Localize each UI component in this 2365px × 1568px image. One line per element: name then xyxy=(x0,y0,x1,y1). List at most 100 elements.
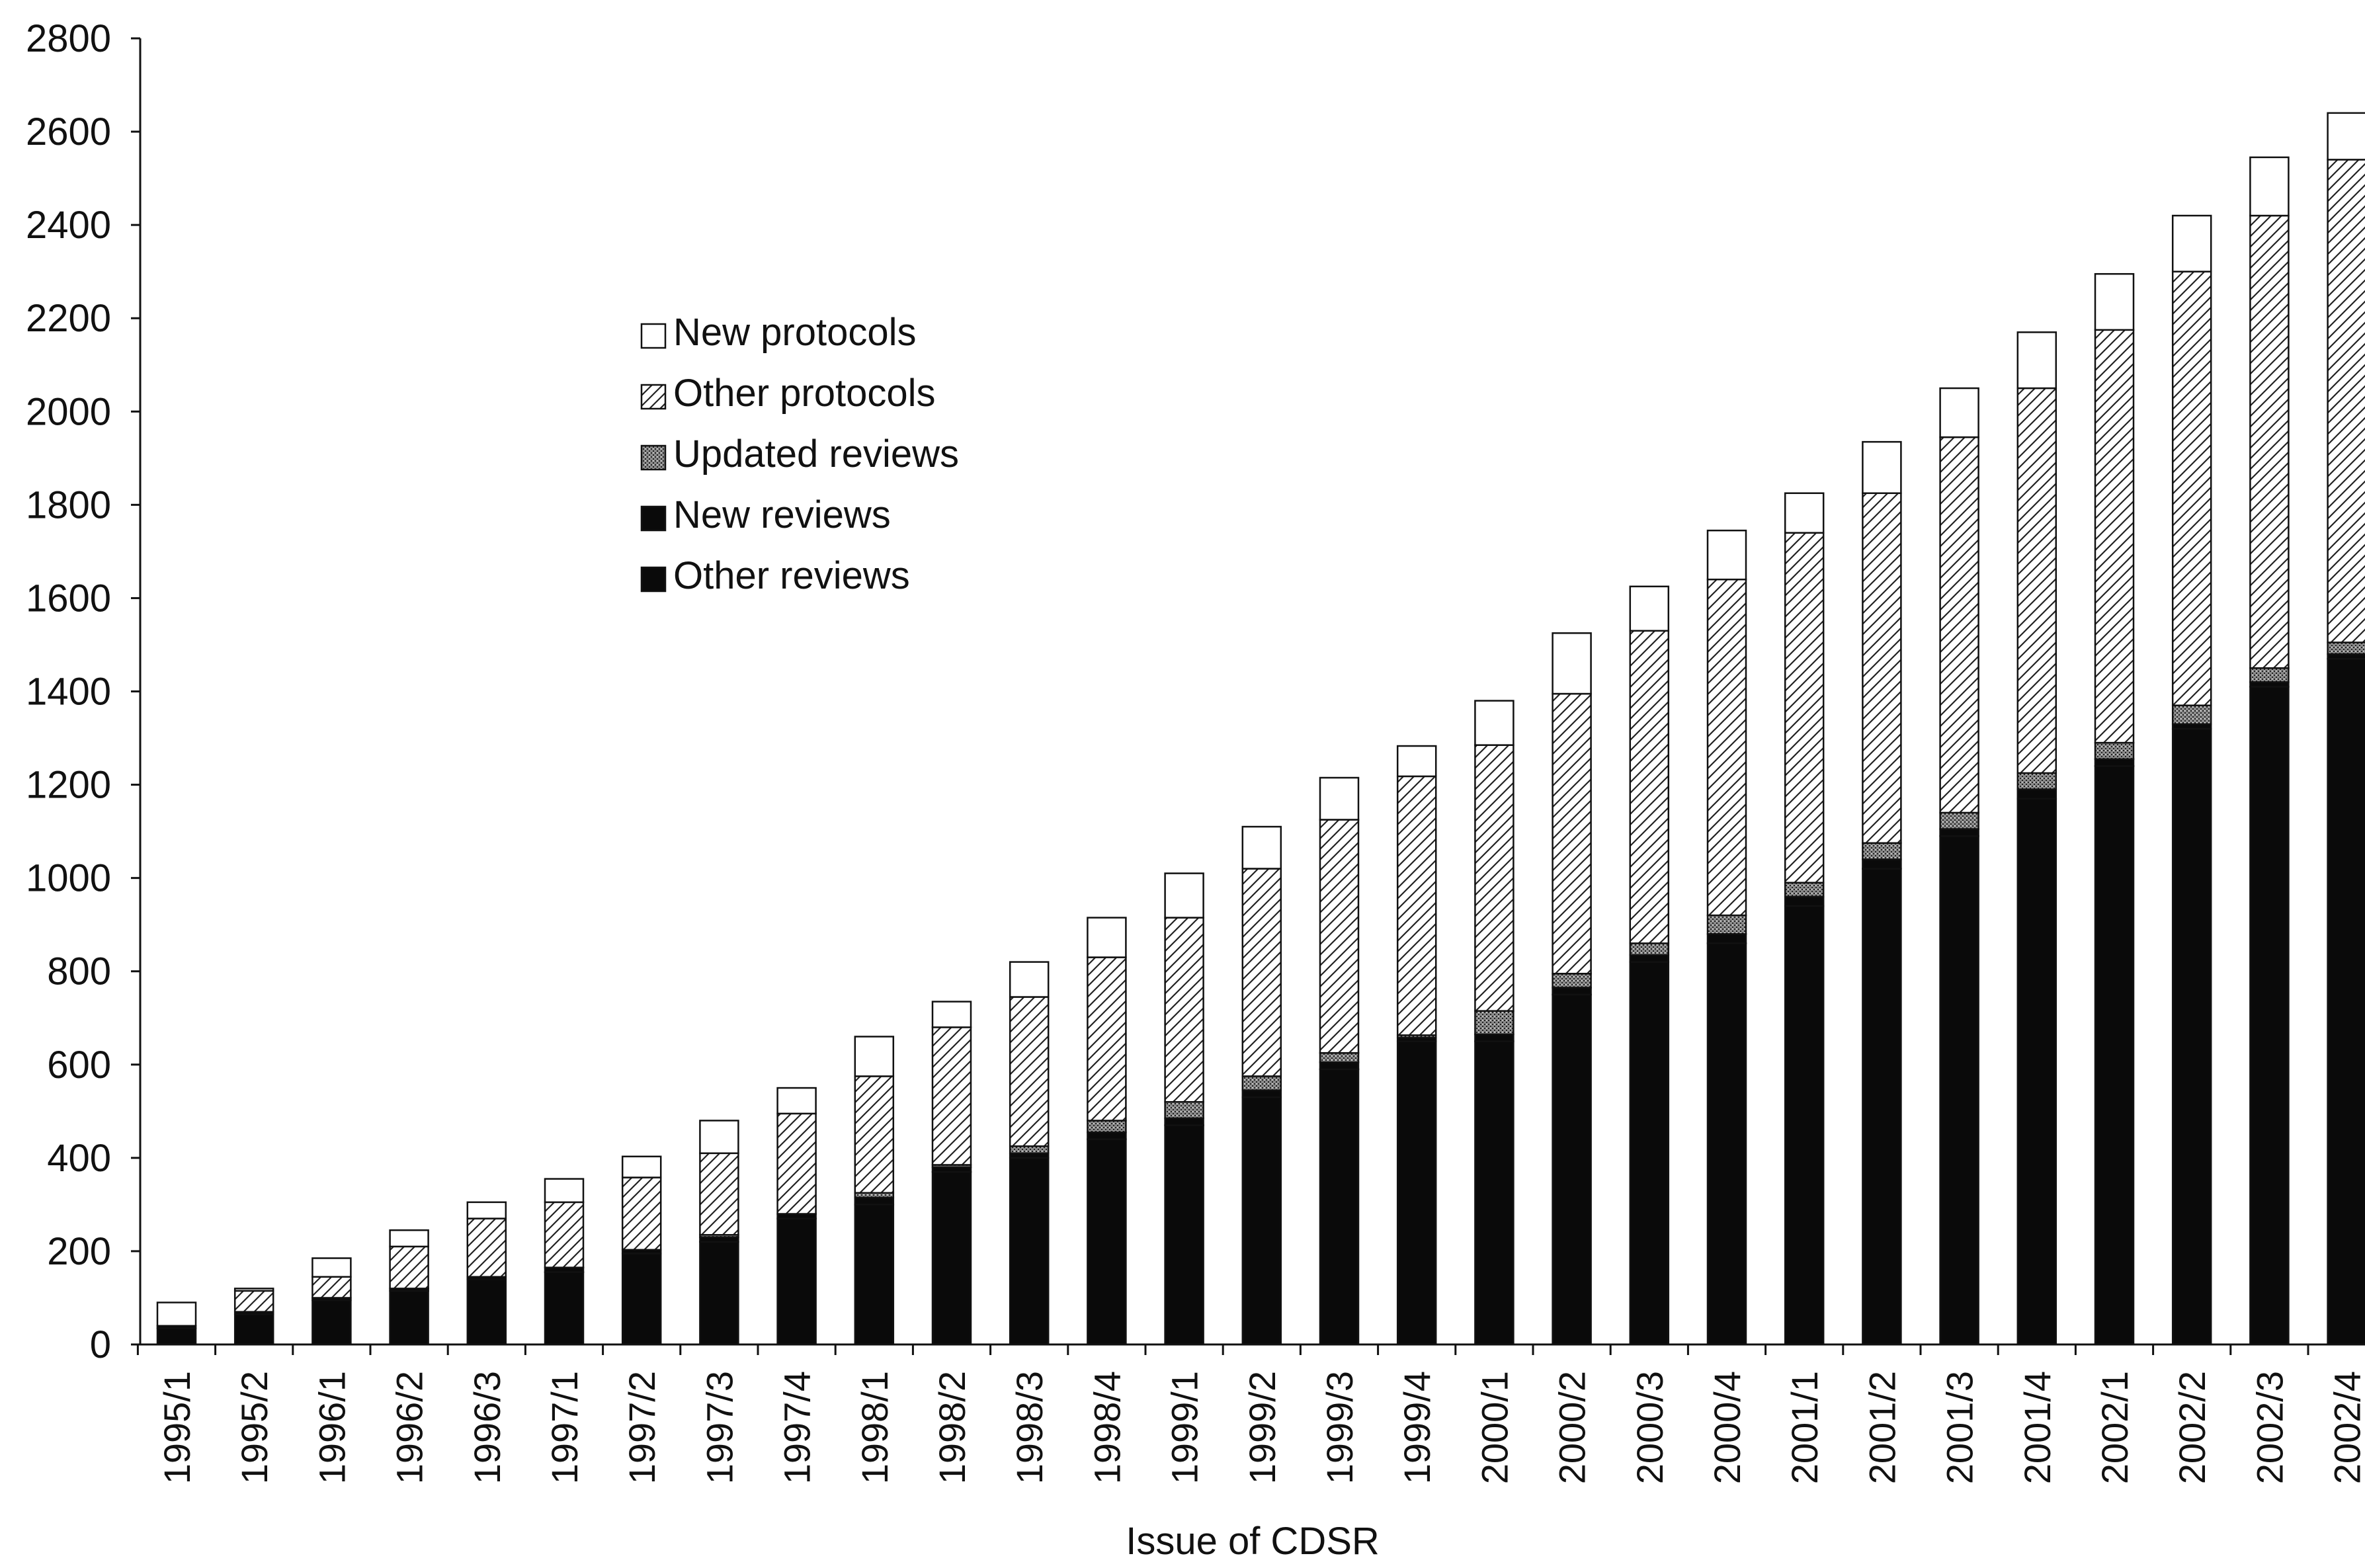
bar-segment xyxy=(1087,1131,1127,1140)
legend-label: New protocols xyxy=(673,311,916,354)
y-tick-label: 400 xyxy=(47,1137,111,1180)
legend-swatch xyxy=(640,384,667,410)
bar-stack xyxy=(1629,585,1670,1346)
bar-segment xyxy=(854,1196,895,1206)
bar-stack xyxy=(2249,156,2290,1346)
bar-segment xyxy=(2171,704,2212,725)
bar-segment xyxy=(1629,961,1670,1346)
bar-segment xyxy=(1241,868,1282,1077)
y-tick-label: 2400 xyxy=(26,204,111,247)
bar-segment xyxy=(2249,156,2290,217)
bar-segment xyxy=(1474,744,1514,1012)
bar-segment xyxy=(854,1036,895,1077)
y-tick-label: 2000 xyxy=(26,390,111,433)
bar-segment xyxy=(311,1276,352,1299)
x-tick-label: 1997/1 xyxy=(544,1371,585,1484)
bar-stacks xyxy=(156,112,2365,1346)
bar-segment xyxy=(1862,440,1902,494)
bar-segment xyxy=(544,1201,585,1268)
bar-stack xyxy=(544,1178,585,1346)
y-tick-label: 2200 xyxy=(26,297,111,340)
bar-segment xyxy=(1629,954,1670,963)
y-tick-label: 0 xyxy=(90,1323,111,1366)
bar-segment xyxy=(931,1001,972,1028)
bar-segment xyxy=(2094,272,2135,331)
x-tick-label: 2002/3 xyxy=(2249,1371,2290,1484)
y-tick-label: 2800 xyxy=(26,17,111,60)
y-tick-label: 1600 xyxy=(26,577,111,620)
bar-stack xyxy=(2094,272,2135,1346)
x-tick-label: 1997/4 xyxy=(776,1371,818,1484)
bar-segment xyxy=(931,1171,972,1346)
bar-segment xyxy=(466,1201,507,1219)
y-tick-label: 200 xyxy=(47,1230,111,1273)
bar-segment xyxy=(1706,578,1747,917)
bar-segment xyxy=(466,1278,507,1346)
bar-segment xyxy=(1706,914,1747,935)
bar-segment xyxy=(2171,270,2212,706)
bar-segment xyxy=(2327,657,2365,1346)
bar-segment xyxy=(1706,933,1747,944)
bar-segment xyxy=(2016,331,2057,390)
bar-stack xyxy=(1396,745,1437,1346)
bar-segment xyxy=(1009,1157,1050,1346)
x-tick-label: 1999/2 xyxy=(1241,1371,1283,1484)
bar-segment xyxy=(1939,811,1979,830)
bar-segment xyxy=(1164,1100,1204,1120)
bar-segment xyxy=(699,1152,739,1236)
x-tick-label: 1995/2 xyxy=(233,1371,275,1484)
bar-stack xyxy=(311,1257,352,1346)
bar-stack xyxy=(2327,112,2365,1346)
bar-stack xyxy=(1319,776,1360,1346)
x-tick-label: 1996/3 xyxy=(466,1371,508,1484)
bar-stack xyxy=(1862,440,1902,1346)
bar-segment xyxy=(1939,387,1979,438)
legend-label: Other protocols xyxy=(673,372,936,415)
bar-segment xyxy=(389,1245,429,1290)
bar-segment xyxy=(2094,758,2135,767)
bar-segment xyxy=(1629,630,1670,944)
y-tick-label: 1200 xyxy=(26,764,111,807)
bar-segment xyxy=(2249,667,2290,683)
bar-segment xyxy=(466,1217,507,1278)
bar-segment xyxy=(156,1301,197,1327)
bar-segment xyxy=(1319,1068,1360,1346)
x-tick-label: 2001/2 xyxy=(1861,1371,1903,1484)
bar-segment xyxy=(699,1120,739,1155)
bar-segment xyxy=(1474,1010,1514,1036)
x-tick-label: 2002/1 xyxy=(2094,1371,2136,1484)
y-tick-label: 800 xyxy=(47,950,111,993)
bar-segment xyxy=(1087,917,1127,958)
legend-label: New reviews xyxy=(673,493,891,536)
bar-segment xyxy=(2016,772,2057,790)
bar-segment xyxy=(1319,1061,1360,1071)
bar-segment xyxy=(1396,1040,1437,1346)
x-tick-label: 2000/1 xyxy=(1473,1371,1515,1484)
bar-stack xyxy=(1241,825,1282,1346)
bar-segment xyxy=(1862,858,1902,870)
bar-segment xyxy=(1552,987,1592,996)
x-tick-label: 2000/2 xyxy=(1552,1371,1593,1484)
bar-segment xyxy=(2016,788,2057,800)
bar-segment xyxy=(1009,961,1050,998)
bar-stack xyxy=(699,1120,739,1346)
bar-stack xyxy=(854,1036,895,1346)
bar-segment xyxy=(1552,692,1592,975)
x-tick-label: 1998/2 xyxy=(931,1371,973,1484)
bar-stack xyxy=(2016,331,2057,1346)
bar-segment xyxy=(1396,745,1437,778)
bar-segment xyxy=(1939,828,1979,837)
bar-segment xyxy=(1241,1089,1282,1098)
x-tick-label: 1999/1 xyxy=(1164,1371,1206,1484)
x-tick-label: 2000/4 xyxy=(1706,1371,1748,1484)
bar-segment xyxy=(1862,492,1902,844)
bar-segment xyxy=(2171,214,2212,272)
legend-item: New reviews xyxy=(640,493,891,536)
bar-stack xyxy=(1474,700,1514,1346)
bar-stack xyxy=(466,1201,507,1346)
bar-segment xyxy=(156,1327,197,1346)
bar-segment xyxy=(311,1257,352,1278)
bar-segment xyxy=(389,1290,429,1346)
x-tick-label: 1998/3 xyxy=(1009,1371,1050,1484)
bar-segment xyxy=(1706,529,1747,581)
